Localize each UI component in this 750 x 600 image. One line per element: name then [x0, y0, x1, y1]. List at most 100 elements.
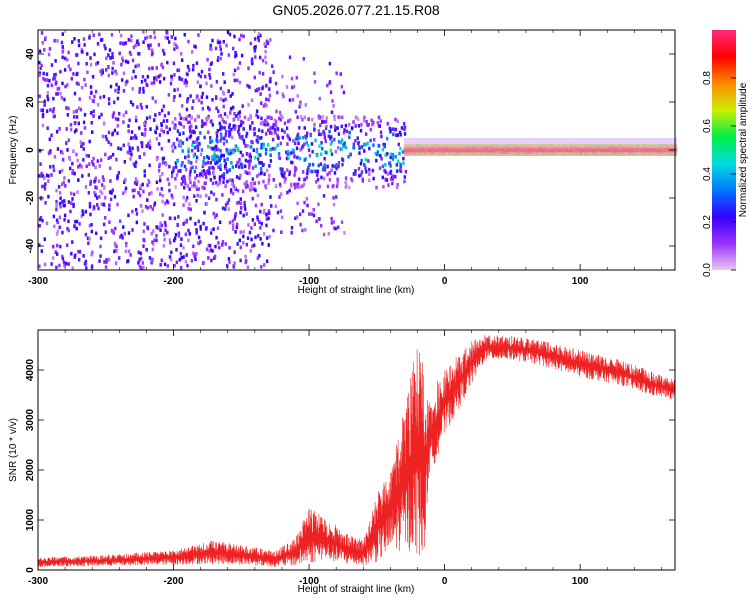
heat-cell — [375, 185, 378, 190]
heat-cell — [211, 181, 215, 186]
heat-cell — [231, 227, 235, 231]
heat-cell — [241, 134, 244, 139]
heat-cell — [240, 136, 244, 141]
heat-cell — [182, 203, 185, 208]
heat-cell — [127, 124, 130, 128]
heat-cell — [347, 122, 351, 127]
heat-cell — [177, 143, 181, 148]
heat-cell — [467, 138, 470, 156]
heat-cell — [172, 168, 175, 173]
heat-cell — [450, 138, 453, 156]
y-tick-label: -20 — [25, 190, 36, 205]
heat-cell — [138, 51, 141, 56]
heat-cell — [305, 131, 309, 136]
heat-cell — [292, 150, 295, 155]
heat-cell — [44, 36, 47, 40]
heat-cell — [160, 187, 163, 191]
heat-cell — [291, 85, 294, 90]
heat-cell — [184, 198, 188, 203]
heat-cell — [72, 149, 75, 154]
heat-cell — [268, 164, 271, 168]
heat-cell — [163, 262, 167, 267]
heat-cell — [189, 94, 192, 98]
heat-cell — [140, 132, 144, 136]
heat-cell — [265, 97, 268, 102]
heat-cell — [230, 135, 234, 140]
heat-cell — [263, 263, 266, 267]
heat-cell — [205, 95, 209, 99]
heat-cell — [161, 199, 164, 204]
heat-cell — [195, 61, 199, 65]
heat-cell — [238, 135, 242, 140]
heat-cell — [194, 125, 198, 129]
heat-cell — [295, 215, 299, 219]
heat-cell — [186, 120, 190, 125]
heat-cell — [104, 152, 107, 157]
heat-cell — [223, 112, 227, 116]
heat-cell — [205, 81, 208, 86]
heat-cell — [623, 138, 626, 156]
heat-cell — [202, 260, 205, 265]
heat-cell — [394, 154, 397, 159]
heat-cell — [315, 179, 318, 184]
heat-cell — [308, 212, 311, 216]
heat-cell — [175, 247, 178, 252]
heat-cell — [69, 67, 72, 72]
heat-cell — [220, 153, 223, 158]
heat-cell — [85, 153, 88, 158]
heat-cell — [192, 154, 195, 158]
heat-cell — [523, 138, 526, 156]
heat-cell — [326, 164, 329, 169]
heat-cell — [368, 178, 371, 183]
heat-cell — [252, 148, 255, 153]
heat-cell — [259, 121, 263, 126]
heat-cell — [257, 38, 261, 43]
heat-cell — [358, 145, 361, 149]
heat-cell — [132, 194, 135, 199]
heat-cell — [142, 244, 145, 248]
heat-cell — [217, 114, 221, 118]
heat-cell — [193, 44, 196, 49]
heat-cell — [94, 178, 97, 182]
heat-cell — [207, 171, 210, 175]
heat-cell — [111, 114, 115, 118]
heat-cell — [67, 64, 71, 69]
heat-cell — [124, 110, 128, 115]
heat-cell — [394, 127, 398, 132]
heat-cell — [173, 42, 176, 46]
heat-cell — [657, 138, 661, 156]
heat-cell — [47, 174, 50, 178]
heat-cell — [86, 52, 89, 56]
heat-cell — [180, 58, 184, 62]
heat-cell — [55, 207, 58, 212]
heat-cell — [364, 132, 368, 136]
heat-cell — [115, 82, 118, 87]
heat-cell — [184, 117, 188, 121]
heat-cell — [38, 217, 42, 222]
heat-cell — [307, 117, 310, 121]
heat-cell — [165, 162, 168, 167]
heat-cell — [55, 129, 59, 134]
heat-cell — [57, 86, 61, 91]
heat-cell — [183, 178, 187, 183]
heat-cell — [174, 232, 178, 237]
heat-cell — [190, 50, 194, 54]
heat-cell — [55, 188, 58, 193]
heat-cell — [360, 145, 364, 149]
heat-cell — [226, 201, 229, 205]
heat-cell — [94, 89, 98, 94]
snr-x-label: Height of straight line (km) — [298, 584, 415, 595]
heat-cell — [112, 100, 116, 105]
heat-cell — [166, 177, 169, 182]
heat-cell — [295, 75, 298, 80]
heat-cell — [143, 132, 147, 136]
heat-cell — [114, 117, 118, 121]
heat-cell — [358, 174, 361, 178]
heat-cell — [53, 224, 56, 229]
heat-cell — [150, 52, 154, 57]
heat-cell — [176, 129, 180, 133]
heat-cell — [240, 53, 244, 58]
heat-cell — [208, 243, 212, 248]
heat-cell — [91, 159, 94, 164]
heat-cell — [343, 231, 346, 235]
